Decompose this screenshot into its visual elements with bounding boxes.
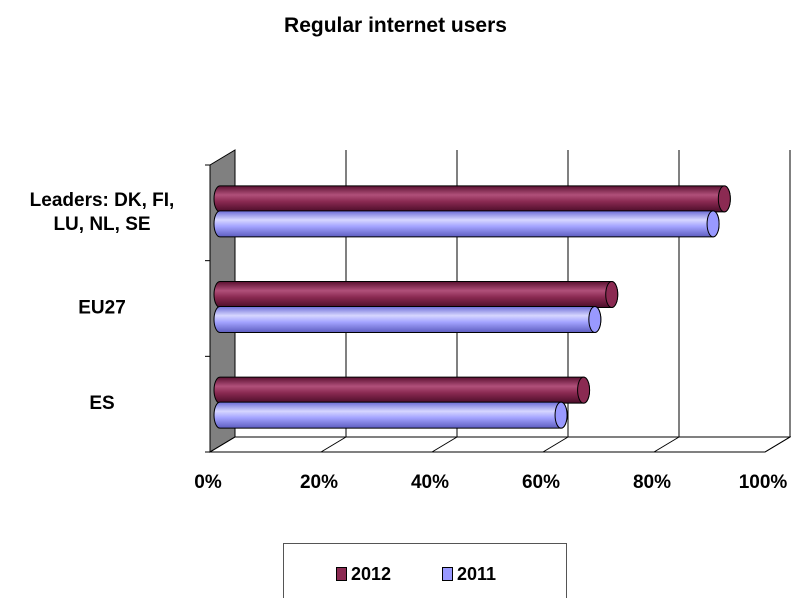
legend-swatch-2012 (336, 567, 347, 581)
x-tick-label: 0% (194, 472, 222, 493)
legend-swatch-2011 (442, 567, 453, 581)
bar (213, 185, 731, 213)
bar-cap (706, 210, 720, 238)
bar-cap (577, 376, 591, 404)
bar (213, 306, 602, 333)
legend-item-2012: 2012 (336, 564, 391, 584)
floor-gridline (653, 436, 680, 453)
category-label: ES (89, 393, 114, 414)
legend-item-2011: 2011 (442, 564, 496, 584)
legend: 2012 2011 (283, 543, 567, 598)
bar (213, 376, 591, 404)
floor-gridline (431, 436, 458, 453)
bar-cap (717, 185, 731, 213)
bar (213, 281, 619, 308)
floor-gridline (542, 436, 569, 453)
x-tick-label: 80% (633, 472, 671, 493)
bar-cap (554, 401, 568, 429)
category-label: Leaders: DK, FI, (30, 190, 175, 211)
floor-gridline (320, 436, 347, 453)
bar-cap (588, 306, 602, 333)
chart-title: Regular internet users (284, 14, 507, 37)
x-tick-label: 100% (739, 472, 788, 493)
bar (213, 401, 568, 429)
bar-cap (605, 281, 619, 308)
floor-gridline (764, 436, 791, 453)
floor-gridline (209, 436, 236, 453)
x-tick-label: 40% (411, 472, 449, 493)
x-tick-label: 20% (300, 472, 338, 493)
legend-label-2012: 2012 (351, 563, 392, 584)
category-label: LU, NL, SE (53, 214, 150, 235)
bar (213, 210, 720, 238)
bar-chart: 0% 20% 40% 60% 80% 100% Leaders: DK, FI, LU, NL… (30, 149, 791, 493)
x-tick-label: 60% (522, 472, 560, 493)
category-label: EU27 (78, 298, 126, 319)
legend-label-2011: 2011 (457, 563, 497, 584)
floor (208, 436, 791, 453)
